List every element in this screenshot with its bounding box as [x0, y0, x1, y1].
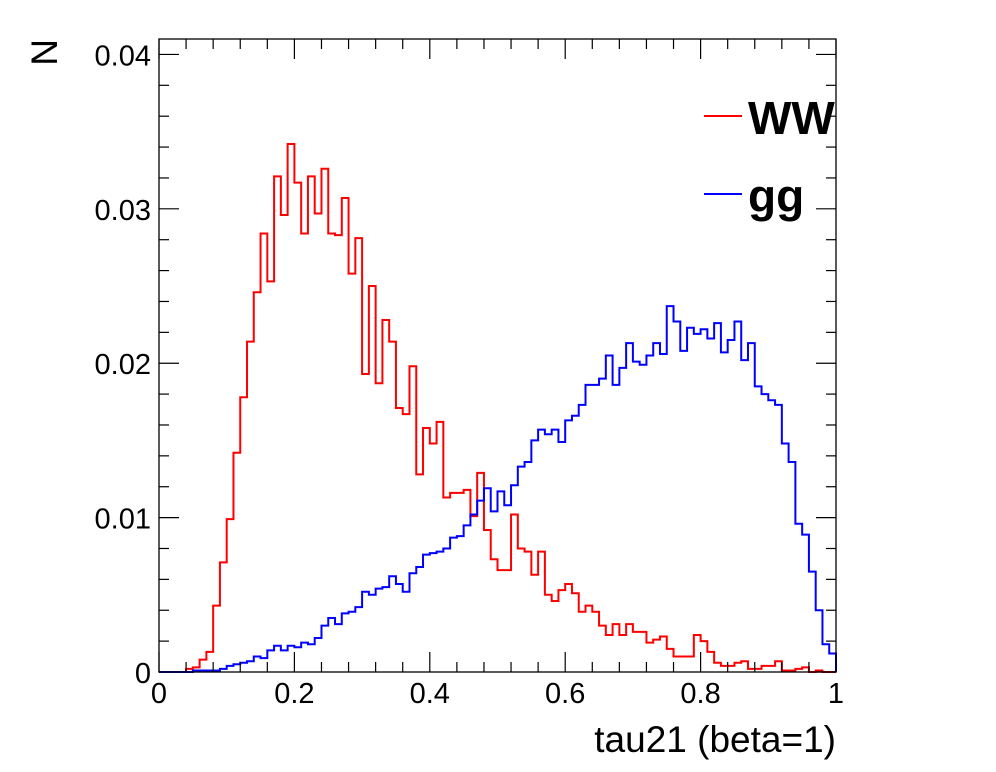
y-tick-label: 0.02	[95, 349, 151, 381]
x-tick-label: 0.8	[680, 678, 720, 710]
x-tick-label: 0.4	[410, 678, 450, 710]
series-layer	[159, 142, 837, 673]
y-tick-label: 0.03	[95, 195, 151, 227]
tick-layer	[158, 39, 837, 673]
x-tick-label: 0.2	[274, 678, 314, 710]
y-tick-label: 0.01	[95, 504, 151, 536]
y-axis-title: N	[24, 39, 65, 66]
x-tick-labels: 0 0.2 0.4 0.6 0.8 1	[151, 678, 844, 710]
y-tick-labels: 0 0.01 0.02 0.03 0.04	[95, 40, 151, 690]
y-tick-label: 0.04	[95, 40, 151, 72]
x-tick-label: 0	[151, 678, 167, 710]
y-tick-label: 0	[135, 658, 151, 690]
series-line-ww	[159, 142, 836, 673]
legend-label-gg: gg	[748, 170, 804, 222]
legend: WW gg	[704, 92, 835, 222]
x-axis-title: tau21 (beta=1)	[594, 719, 836, 760]
x-tick-label: 1	[828, 678, 844, 710]
series-line-gg	[159, 305, 837, 673]
plot-frame	[158, 38, 837, 673]
x-tick-label: 0.6	[545, 678, 585, 710]
legend-label-ww: WW	[748, 92, 835, 144]
